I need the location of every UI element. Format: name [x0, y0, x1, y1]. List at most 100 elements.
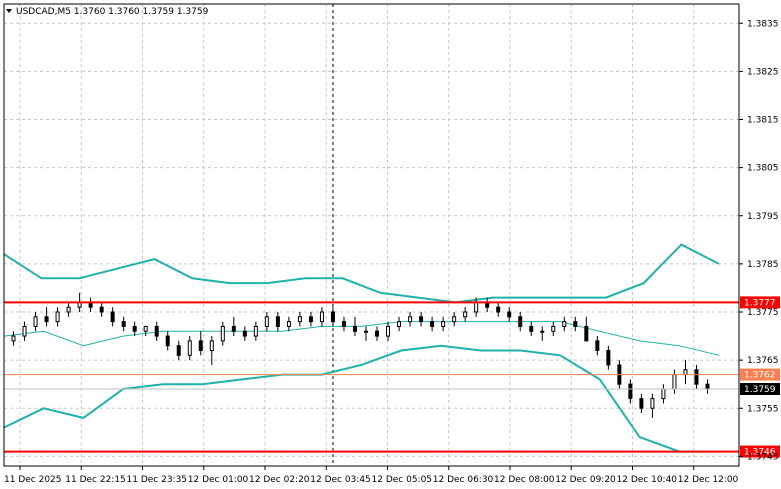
candle-body	[518, 316, 523, 327]
candle-body	[595, 340, 600, 351]
x-tick-label: 12 Dec 12:00	[678, 475, 739, 485]
candle-body	[639, 398, 644, 409]
current-price-label: 1.3759	[744, 385, 776, 395]
x-tick-label: 11 Dec 2025	[4, 475, 62, 485]
x-tick-label: 12 Dec 09:20	[555, 475, 616, 485]
candle-body	[606, 350, 611, 366]
candle-body	[562, 321, 567, 327]
candle-body	[99, 306, 104, 313]
level-price-label: 1.3762	[744, 371, 776, 381]
y-tick-label: 1.3755	[747, 404, 779, 414]
x-tick-label: 12 Dec 08:00	[494, 475, 555, 485]
candle-body	[11, 335, 16, 342]
candle-body	[375, 330, 380, 337]
candle-body	[253, 325, 258, 337]
candle-body	[430, 321, 435, 327]
plot-frame	[3, 3, 740, 467]
y-tick-label: 1.3835	[747, 19, 779, 29]
candlesticks	[11, 292, 710, 418]
price-axis: 1.3835 1.3825 1.3815 1.3805 1.3795 1.3785 1.37…	[739, 19, 779, 462]
candle-body	[672, 374, 677, 390]
candle-body	[507, 311, 512, 318]
candle-body	[209, 340, 214, 351]
candle-body	[165, 335, 170, 347]
candle-body	[154, 325, 159, 337]
candle-body	[628, 383, 633, 400]
candle-body	[110, 311, 115, 323]
x-tick-label: 12 Dec 05:05	[372, 475, 433, 485]
y-tick-label: 1.3815	[747, 116, 779, 126]
bollinger-upper-line	[3, 243, 720, 304]
bollinger-middle-line	[3, 321, 720, 356]
level-price-tag	[740, 445, 780, 458]
candle-body	[452, 316, 457, 323]
candle-body	[231, 325, 236, 332]
candle-body	[496, 306, 501, 313]
candle-body	[386, 325, 391, 337]
current-price-tag	[740, 383, 780, 395]
x-tick-label: 11 Dec 22:15	[65, 475, 126, 485]
y-tick-label: 1.3795	[747, 212, 779, 222]
candle-body	[264, 316, 269, 327]
candle-body	[242, 330, 247, 337]
candle-body	[198, 340, 203, 351]
x-tick-label: 12 Dec 06:30	[433, 475, 494, 485]
y-tick-label: 1.3775	[747, 308, 779, 318]
candle-body	[474, 301, 479, 313]
x-tick-label: 12 Dec 03:45	[310, 475, 371, 485]
candle-body	[364, 330, 369, 333]
level-price-tag	[740, 296, 780, 309]
symbol-line: USDCAD,M5 1.3760 1.3760 1.3759 1.3759	[16, 7, 209, 17]
candle-body	[55, 311, 60, 323]
candle-body	[683, 369, 688, 376]
candle-body	[44, 316, 49, 323]
candle-body	[121, 321, 126, 327]
candle-body	[297, 316, 302, 323]
level-price-tag	[740, 368, 780, 381]
candle-body	[286, 321, 291, 327]
candle-body	[66, 306, 71, 313]
candle-body	[176, 345, 181, 356]
y-tick-label: 1.3745	[747, 452, 779, 462]
candle-body	[573, 321, 578, 327]
candle-body	[661, 388, 666, 400]
candle-body	[143, 325, 148, 332]
candle-body	[319, 311, 324, 323]
level-price-label: 1.3777	[744, 298, 776, 308]
candle-body	[408, 316, 413, 323]
candle-body	[341, 321, 346, 327]
candle-body	[419, 316, 424, 323]
candle-body	[352, 325, 357, 332]
x-tick-label: 12 Dec 01:00	[188, 475, 249, 485]
y-tick-label: 1.3805	[747, 164, 779, 174]
candle-body	[694, 369, 699, 385]
candle-body	[650, 398, 655, 409]
candle-body	[397, 321, 402, 327]
candle-body	[463, 311, 468, 318]
x-tick-label: 12 Dec 02:20	[249, 475, 310, 485]
time-axis: 11 Dec 2025 11 Dec 22:15 11 Dec 23:35 12 De…	[4, 466, 739, 485]
candle-body	[275, 316, 280, 327]
candle-body	[529, 325, 534, 332]
candle-body	[551, 325, 556, 332]
candle-body	[308, 316, 313, 323]
horizontal-levels: 1.3777 1.3746 1.3762 1.3759	[4, 296, 780, 458]
candle-body	[132, 325, 137, 332]
candle-body	[187, 340, 192, 356]
y-tick-label: 1.3785	[747, 260, 779, 270]
candle-body	[705, 383, 710, 390]
candle-body	[540, 330, 545, 333]
candle-body	[441, 321, 446, 327]
candle-body	[33, 316, 38, 327]
chart-title: USDCAD,M5 1.3760 1.3760 1.3759 1.3759	[6, 7, 209, 17]
y-tick-label: 1.3765	[747, 356, 779, 366]
y-tick-label: 1.3825	[747, 67, 779, 77]
dropdown-triangle-icon[interactable]	[6, 9, 12, 13]
candle-body	[22, 325, 27, 337]
x-tick-label: 12 Dec 10:40	[617, 475, 678, 485]
candle-body	[330, 311, 335, 323]
x-tick-label: 11 Dec 23:35	[127, 475, 188, 485]
candle-body	[220, 325, 225, 342]
